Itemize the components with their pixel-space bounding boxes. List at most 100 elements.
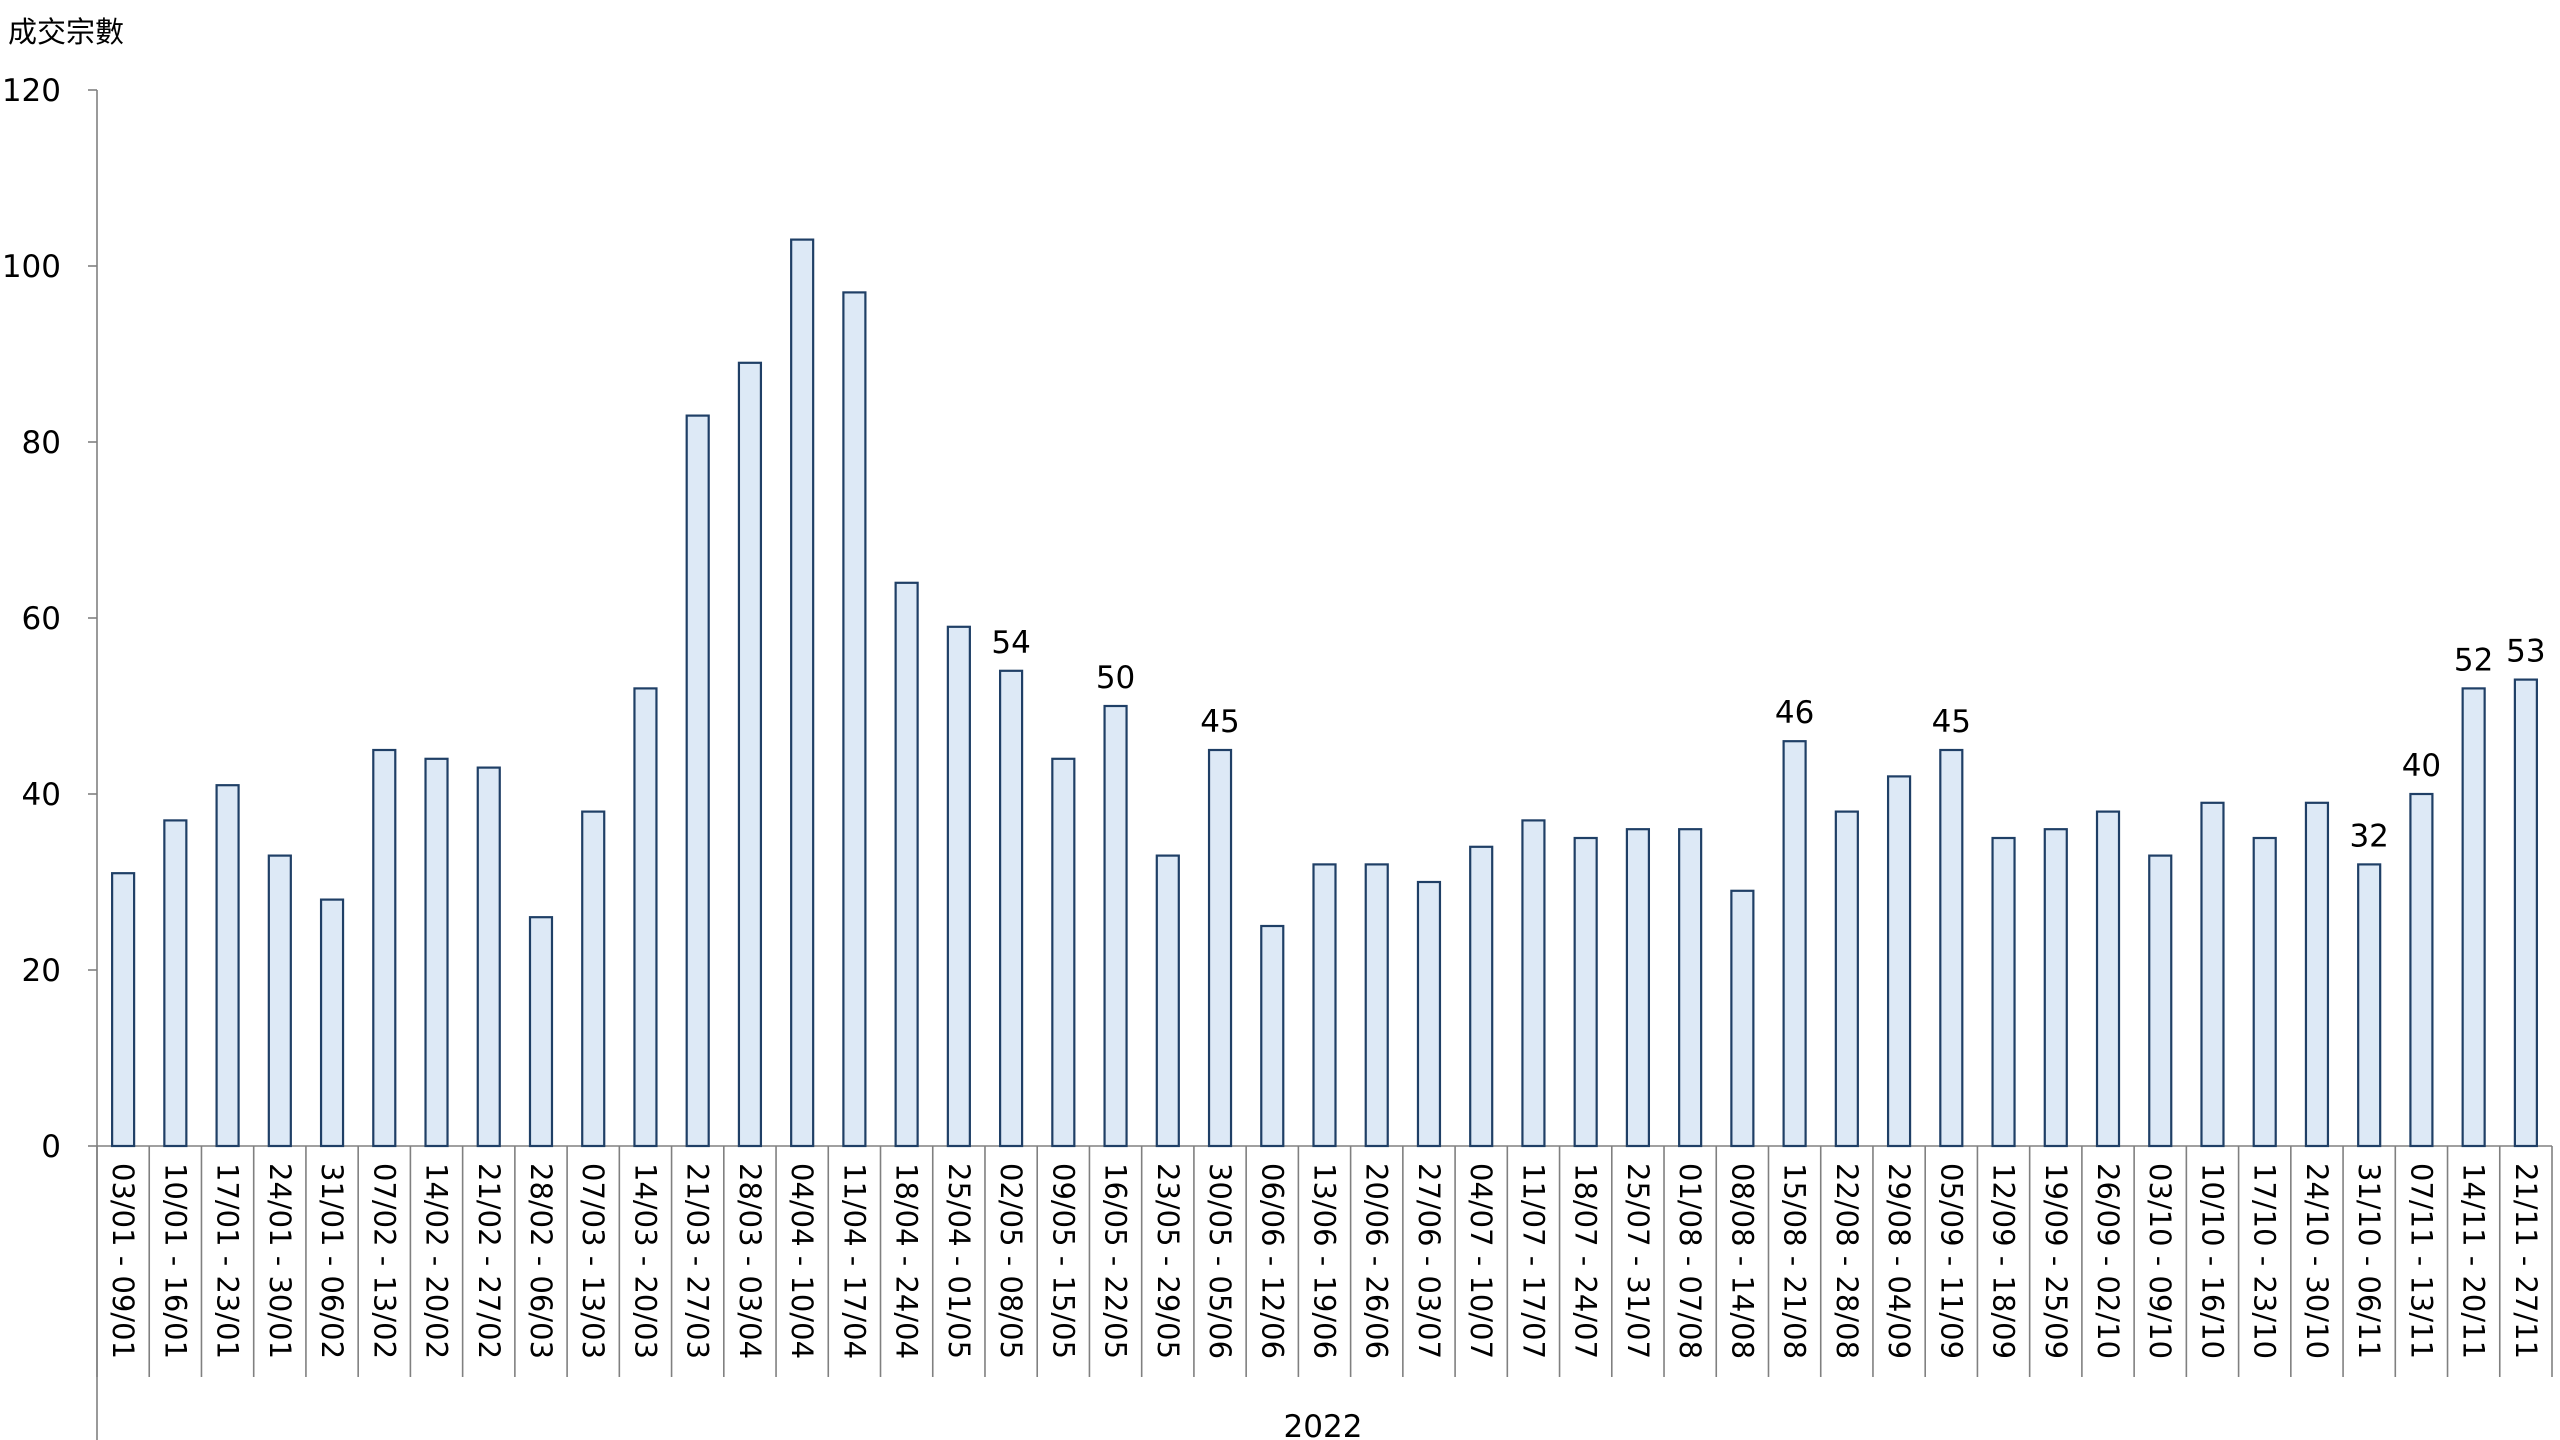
bar xyxy=(1155,854,1180,1148)
bar xyxy=(1469,845,1494,1148)
y-axis-title: 成交宗數 xyxy=(8,15,124,49)
x-tick-label: 30/05 - 05/06 xyxy=(1203,1163,1237,1359)
bar xyxy=(1207,748,1233,1148)
bar xyxy=(2461,687,2486,1148)
bar xyxy=(2148,854,2173,1148)
x-tick-label: 04/04 - 10/04 xyxy=(785,1163,819,1359)
bar xyxy=(1573,836,1598,1148)
x-tick-label: 07/11 - 13/11 xyxy=(2404,1163,2438,1359)
bar xyxy=(1991,836,2016,1148)
x-tick-label: 08/08 - 14/08 xyxy=(1725,1163,1759,1359)
y-tick-label: 60 xyxy=(22,601,61,637)
x-tick-label: 14/02 - 20/02 xyxy=(420,1163,454,1359)
bar xyxy=(2409,792,2434,1148)
x-tick-label: 21/03 - 27/03 xyxy=(681,1163,715,1359)
bar xyxy=(1939,748,1964,1148)
x-tick-label: 18/07 - 24/07 xyxy=(1569,1163,1603,1359)
bar xyxy=(633,687,658,1148)
bar xyxy=(424,757,449,1148)
bar xyxy=(2513,678,2538,1148)
x-tick-label: 05/09 - 11/09 xyxy=(1934,1163,1968,1359)
y-tick-label: 120 xyxy=(2,73,61,109)
y-tick-label: 40 xyxy=(22,777,61,813)
y-axis: 0 20 40 60 80 100 120 xyxy=(2,73,98,1440)
x-tick-label: 17/10 - 23/10 xyxy=(2248,1163,2282,1359)
x-tick-label: 23/05 - 29/05 xyxy=(1151,1163,1185,1359)
x-tick-label: 28/02 - 06/03 xyxy=(524,1163,558,1359)
bar xyxy=(2200,801,2225,1148)
x-tick-label: 14/03 - 20/03 xyxy=(628,1163,662,1359)
x-tick-label: 19/09 - 25/09 xyxy=(2039,1163,2073,1359)
x-tick-label: 31/10 - 06/11 xyxy=(2352,1163,2386,1359)
bar xyxy=(1886,775,1912,1148)
bar xyxy=(1416,880,1442,1148)
x-tick-label: 07/03 - 13/03 xyxy=(576,1163,610,1359)
x-tick-label: 29/08 - 04/09 xyxy=(1882,1163,1916,1359)
x-tick-label: 26/09 - 02/10 xyxy=(2091,1163,2125,1359)
x-tick-label: 28/03 - 03/04 xyxy=(733,1163,767,1359)
bar xyxy=(737,361,763,1148)
x-tick-label: 22/08 - 28/08 xyxy=(1830,1163,1864,1359)
bar xyxy=(1260,924,1285,1148)
bar xyxy=(1625,828,1651,1148)
bar xyxy=(163,819,188,1148)
x-tick-label: 03/10 - 09/10 xyxy=(2143,1163,2177,1359)
x-tick-label: 27/06 - 03/07 xyxy=(1412,1163,1446,1359)
x-tick-label: 25/04 - 01/05 xyxy=(942,1163,976,1359)
data-labels: 54 50 45 46 45 32 40 52 53 xyxy=(991,625,2545,855)
bar xyxy=(1051,757,1076,1148)
data-label: 46 xyxy=(1775,695,1814,731)
x-tick-label: 11/07 - 17/07 xyxy=(1516,1163,1550,1359)
bar xyxy=(842,291,867,1148)
x-tick-label: 02/05 - 08/05 xyxy=(994,1163,1028,1359)
x-tick-label: 04/07 - 10/07 xyxy=(1464,1163,1498,1359)
x-tick-label: 21/02 - 27/02 xyxy=(472,1163,506,1359)
bar xyxy=(2095,810,2121,1148)
bar xyxy=(1312,863,1337,1148)
x-tick-label: 09/05 - 15/05 xyxy=(1046,1163,1080,1359)
bar xyxy=(1834,810,1859,1148)
x-tick-label: 07/02 - 13/02 xyxy=(367,1163,401,1359)
x-tick-label: 10/10 - 16/10 xyxy=(2195,1163,2229,1359)
data-label: 45 xyxy=(1932,704,1971,740)
y-tick-label: 20 xyxy=(22,953,61,989)
x-tick-label: 13/06 - 19/06 xyxy=(1308,1163,1342,1359)
bar xyxy=(1521,819,1546,1148)
x-tick-label: 14/11 - 20/11 xyxy=(2457,1163,2491,1359)
bar xyxy=(215,784,240,1148)
bar xyxy=(1678,828,1703,1148)
x-tick-label: 10/01 - 16/01 xyxy=(158,1163,192,1359)
bar xyxy=(476,766,501,1148)
x-tick-label: 20/06 - 26/06 xyxy=(1360,1163,1394,1359)
bar xyxy=(685,414,710,1148)
bar xyxy=(2252,836,2277,1148)
data-label: 54 xyxy=(991,625,1030,661)
bar xyxy=(894,581,919,1148)
x-group-label: 2022 xyxy=(1284,1409,1363,1440)
x-tick-label: 21/11 - 27/11 xyxy=(2509,1163,2543,1359)
x-tick-label: 01/08 - 07/08 xyxy=(1673,1163,1707,1359)
bar xyxy=(998,669,1024,1148)
x-tick-label: 31/01 - 06/02 xyxy=(315,1163,349,1359)
data-label: 40 xyxy=(2402,748,2441,784)
x-tick-label: 06/06 - 12/06 xyxy=(1255,1163,1289,1359)
data-label: 52 xyxy=(2454,642,2493,678)
data-label: 50 xyxy=(1096,660,1135,696)
bar xyxy=(111,872,136,1148)
data-label: 45 xyxy=(1200,704,1239,740)
bar xyxy=(2304,801,2330,1148)
bar xyxy=(1364,863,1389,1148)
x-tick-label: 12/09 - 18/09 xyxy=(1987,1163,2021,1359)
y-tick-label: 80 xyxy=(22,425,61,461)
x-tick-label: 25/07 - 31/07 xyxy=(1621,1163,1655,1359)
data-label: 53 xyxy=(2506,634,2545,670)
y-tick-label: 100 xyxy=(2,249,61,285)
bar xyxy=(946,625,971,1148)
y-tick-label: 0 xyxy=(41,1129,61,1165)
x-tick-label: 03/01 - 09/01 xyxy=(106,1163,140,1359)
bar xyxy=(790,238,815,1148)
x-tick-label: 18/04 - 24/04 xyxy=(890,1163,924,1359)
bar xyxy=(528,916,554,1148)
